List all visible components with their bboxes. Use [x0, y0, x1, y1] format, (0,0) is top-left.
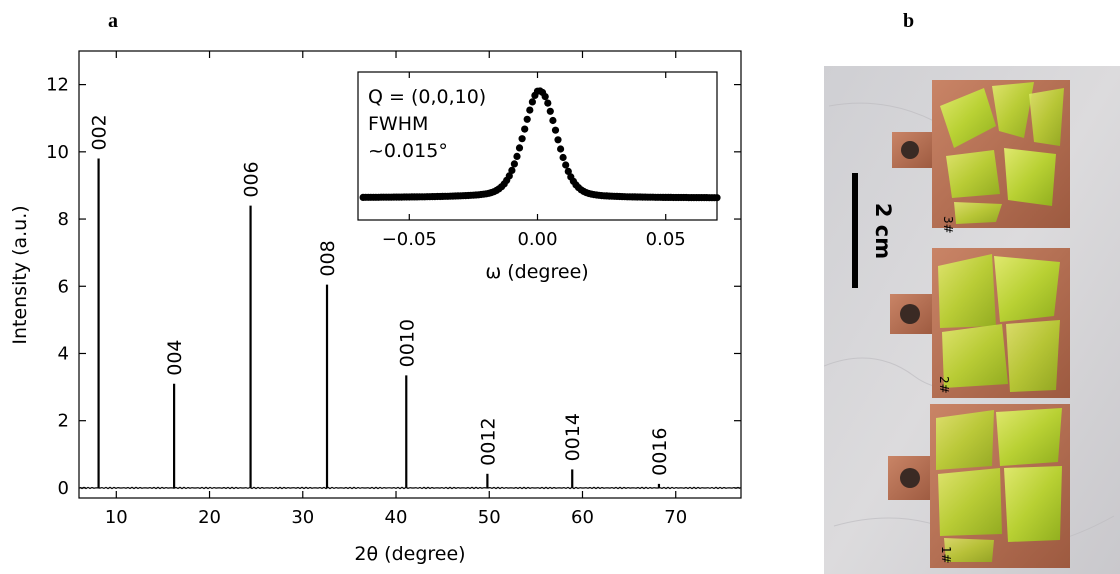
plate-mark-1: 1# — [939, 546, 953, 564]
inset-data-point — [510, 160, 518, 168]
inset-data-point — [713, 194, 721, 202]
inset-data-point — [508, 166, 516, 174]
panel-label-a: a — [108, 10, 118, 32]
peak-label-002: 002 — [89, 114, 111, 150]
inset-data-point — [541, 93, 549, 101]
inset-data-point — [551, 126, 560, 134]
x-tick-label: 70 — [664, 507, 687, 528]
scale-bar-label: 2 cm — [871, 203, 895, 259]
inset-x-tick-label: 0.05 — [646, 229, 686, 250]
inset-data-point — [562, 161, 570, 169]
main-ticks: 10 20 30 40 50 60 70 0 2 4 6 8 10 12 — [46, 51, 741, 528]
inset-data-point — [549, 116, 557, 125]
sample-plate-3: 3# — [892, 80, 1070, 234]
y-tick-label: 4 — [58, 343, 69, 364]
x-tick-label: 30 — [291, 507, 314, 528]
xrd-chart: 10 20 30 40 50 60 70 0 2 4 6 8 10 12 002 004 006 008 0010… — [9, 50, 742, 565]
peak-label-0016: 0016 — [649, 428, 671, 476]
y-tick-label: 6 — [58, 276, 69, 297]
peak-label-006: 006 — [241, 161, 263, 197]
peak-label-004: 004 — [164, 339, 186, 375]
crystal-photo: 2 cm 3# 2# 1# — [824, 66, 1120, 574]
y-tick-label: 0 — [58, 478, 69, 499]
inset-data-point — [554, 136, 562, 144]
sample-plate-1: 1# — [888, 404, 1070, 568]
plate-mark-2: 2# — [937, 376, 951, 394]
inset-data-point — [557, 145, 565, 153]
y-tick-label: 2 — [58, 411, 69, 432]
inset-data-point — [521, 125, 529, 133]
plate-mark-3: 3# — [941, 216, 955, 234]
x-tick-label: 50 — [478, 507, 501, 528]
peak-label-0012: 0012 — [477, 417, 499, 465]
inset-data-point — [515, 144, 524, 152]
x-tick-label: 20 — [198, 507, 221, 528]
inset-annotation-q: Q = (0,0,10) — [368, 86, 486, 108]
inset-data-point — [559, 153, 567, 162]
inset-data-point — [518, 135, 526, 143]
inset-data-point — [564, 167, 572, 175]
x-axis-label: 2θ (degree) — [354, 543, 465, 565]
main-peaks: 002 004 006 008 0010 0012 0014 0016 — [89, 114, 671, 488]
inset-x-tick-label: 0.00 — [517, 229, 557, 250]
inset-data-point — [528, 98, 537, 106]
inset-data-point — [526, 106, 534, 114]
y-tick-label: 12 — [46, 75, 69, 96]
panel-label-b: b — [903, 10, 915, 32]
main-plot-frame — [78, 50, 742, 499]
peak-label-008: 008 — [317, 240, 339, 276]
inset-data-point — [546, 107, 554, 115]
x-tick-label: 10 — [105, 507, 128, 528]
inset-ticks: −0.05 0.00 0.05 — [382, 72, 686, 250]
inset-x-tick-label: −0.05 — [382, 229, 437, 250]
inset-points — [359, 87, 721, 202]
y-tick-label: 10 — [46, 142, 69, 163]
x-tick-label: 60 — [571, 507, 594, 528]
inset-x-axis-label: ω (degree) — [485, 261, 588, 283]
peak-label-0010: 0010 — [396, 319, 418, 367]
x-tick-label: 40 — [385, 507, 408, 528]
y-tick-label: 8 — [58, 209, 69, 230]
inset-data-point — [505, 172, 513, 180]
peak-label-0014: 0014 — [562, 413, 584, 461]
scale-bar — [852, 173, 858, 288]
baseline-trace — [79, 486, 741, 490]
inset-annotation-width: ~0.015° — [368, 140, 448, 162]
inset-data-point — [544, 99, 552, 107]
inset-data-point — [523, 115, 531, 123]
y-axis-label: Intensity (a.u.) — [9, 205, 31, 344]
sample-plate-2: 2# — [890, 248, 1070, 398]
inset-data-point — [513, 152, 521, 160]
inset-annotation-fwhm: FWHM — [368, 113, 428, 135]
